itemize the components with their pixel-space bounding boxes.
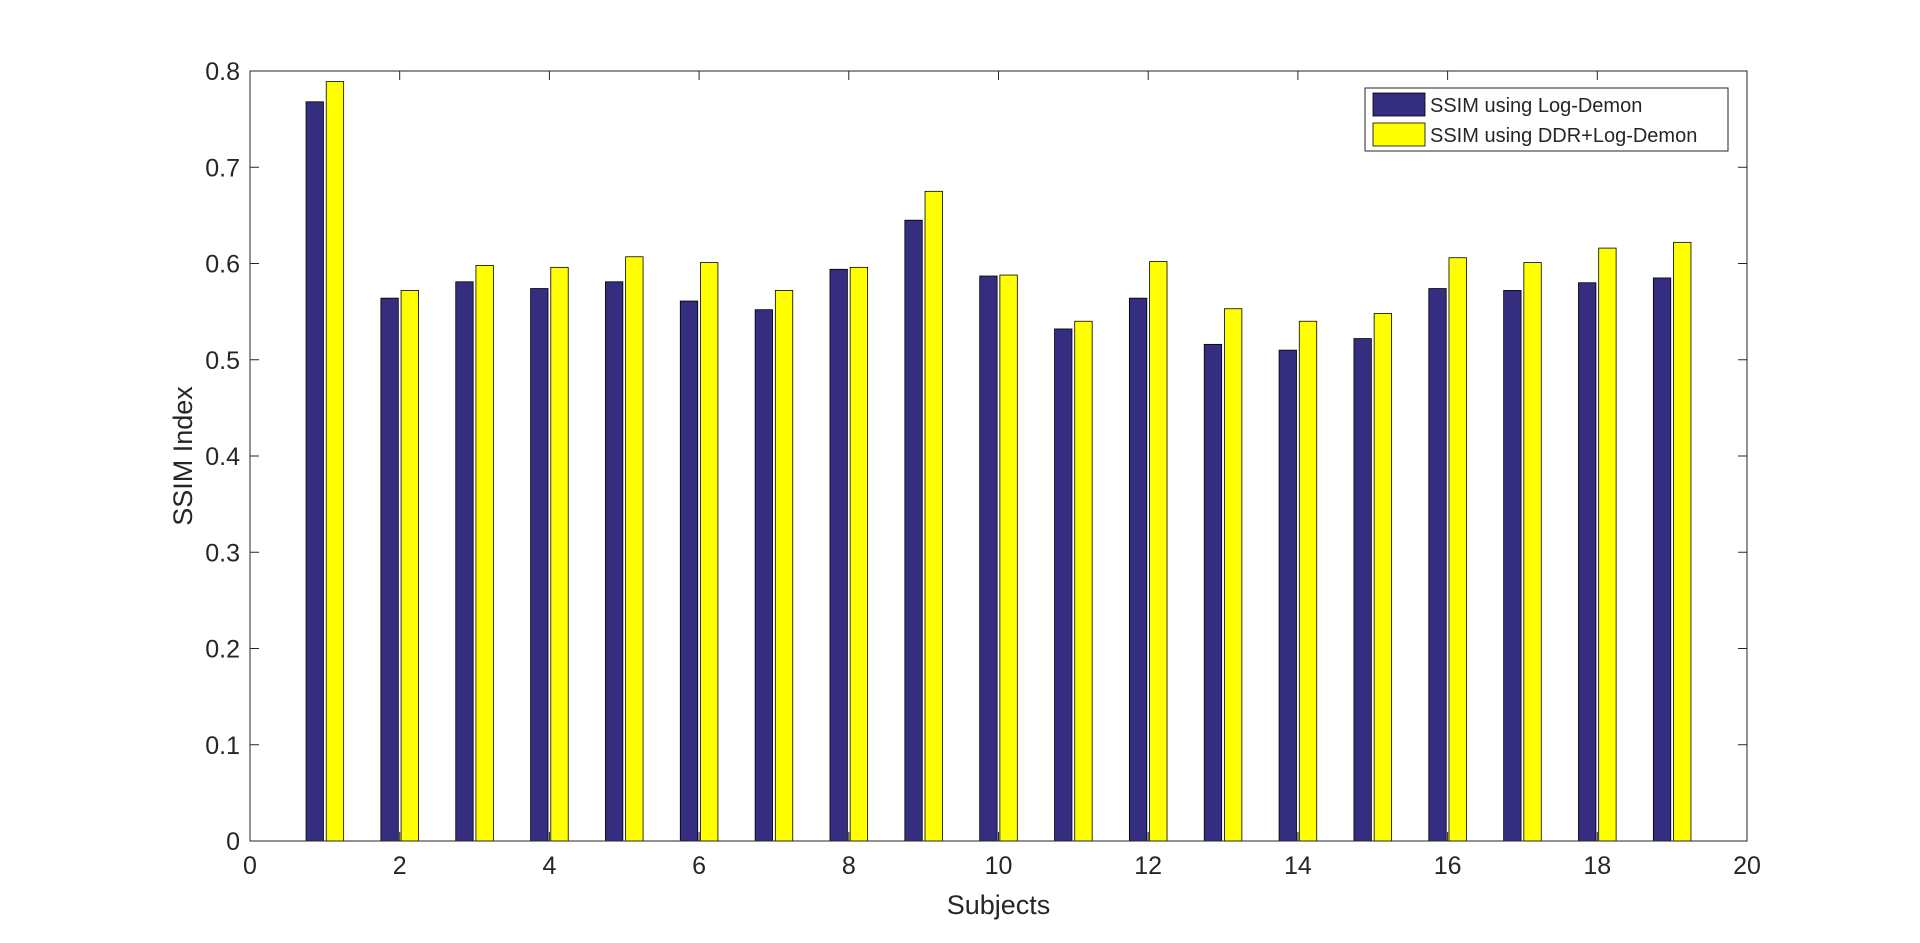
- plot-area-frame: [249, 70, 1748, 842]
- x-tick-label: 14: [1284, 852, 1312, 880]
- x-tick-label: 8: [842, 852, 856, 880]
- x-tick-label: 16: [1434, 852, 1462, 880]
- bar-series-2-subject-16: [1448, 257, 1467, 842]
- plot-area-background: [250, 71, 1747, 841]
- bar-series-2-subject-3: [475, 265, 494, 842]
- y-tick-label: 0.5: [205, 347, 240, 375]
- bar-series-1-subject-10: [979, 275, 998, 842]
- bar-series-2-subject-5: [625, 256, 644, 842]
- x-tick-label: 12: [1134, 852, 1162, 880]
- bar-series-2-subject-2: [400, 290, 419, 842]
- bar-series-2-subject-4: [550, 266, 569, 842]
- bar-series-2-subject-1: [325, 81, 345, 842]
- bar-series-2-subject-17: [1523, 262, 1542, 842]
- bar-series-2-subject-15: [1373, 313, 1392, 842]
- bar-series-1-subject-3: [455, 281, 474, 842]
- bar-series-1-subject-2: [380, 297, 399, 842]
- bar-series-1-subject-15: [1353, 338, 1372, 842]
- x-tick-label: 6: [692, 852, 706, 880]
- bar-series-2-subject-11: [1074, 320, 1093, 842]
- bar-series-2-subject-14: [1298, 320, 1318, 842]
- legend-swatch-log-demon: [1372, 92, 1426, 117]
- y-axis-label: SSIM Index: [168, 386, 198, 526]
- bar-series-1-subject-17: [1503, 290, 1522, 842]
- bar-series-2-subject-12: [1149, 261, 1168, 842]
- x-tick-label: 20: [1733, 852, 1761, 880]
- y-tick-label: 0.3: [205, 539, 240, 567]
- y-tick-label: 0.1: [205, 732, 240, 760]
- x-tick-label: 18: [1583, 852, 1611, 880]
- bar-series-1-subject-1: [305, 101, 324, 842]
- bar-series-1-subject-12: [1128, 297, 1148, 842]
- bar-series-1-subject-14: [1278, 349, 1297, 842]
- bar-series-2-subject-19: [1673, 241, 1692, 842]
- bar-series-2-subject-10: [999, 274, 1018, 842]
- bar-series-2-subject-18: [1598, 247, 1617, 842]
- bar-series-2-subject-6: [700, 262, 719, 842]
- legend-label-log-demon: SSIM using Log-Demon: [1430, 95, 1642, 117]
- legend-box: [1364, 87, 1729, 152]
- y-tick-label: 0.8: [205, 58, 240, 86]
- bar-series-1-subject-8: [829, 268, 848, 842]
- bars-group: [305, 81, 1692, 842]
- bar-series-1-subject-9: [904, 219, 923, 842]
- x-tick-label: 10: [985, 852, 1013, 880]
- bar-series-1-subject-19: [1652, 277, 1672, 842]
- bar-series-1-subject-11: [1054, 328, 1073, 842]
- bar-series-2-subject-8: [849, 266, 869, 842]
- bar-series-2-subject-13: [1224, 308, 1243, 842]
- legend-swatch-ddr-log-demon: [1372, 122, 1426, 147]
- bar-series-1-subject-18: [1578, 282, 1597, 842]
- y-tick-label: 0.4: [205, 443, 240, 471]
- legend: SSIM using Log-Demon SSIM using DDR+Log-…: [1364, 87, 1729, 152]
- tick-labels-group: 0 2 4 6 8 10 12 14 16 18 20 0 0.1 0.2 0.3 0.4 0.5 0.6 0.7 0…: [205, 58, 1761, 880]
- bar-series-1-subject-5: [605, 281, 624, 842]
- y-tick-label: 0.7: [205, 154, 240, 182]
- bar-series-2-subject-7: [774, 290, 794, 842]
- legend-label-ddr-log-demon: SSIM using DDR+Log-Demon: [1430, 125, 1697, 147]
- y-tick-label: 0: [226, 828, 240, 856]
- x-tick-label: 4: [542, 852, 556, 880]
- bar-series-1-subject-13: [1203, 343, 1223, 842]
- y-tick-label: 0.2: [205, 636, 240, 664]
- y-tick-label: 0.6: [205, 251, 240, 279]
- x-axis-label: Subjects: [947, 890, 1051, 920]
- bar-series-1-subject-6: [679, 300, 699, 842]
- bar-series-1-subject-16: [1428, 288, 1447, 842]
- bar-series-2-subject-9: [924, 190, 943, 842]
- bar-series-1-subject-4: [530, 288, 549, 842]
- x-tick-label: 2: [393, 852, 407, 880]
- bar-series-1-subject-7: [754, 309, 773, 842]
- x-tick-label: 0: [243, 852, 257, 880]
